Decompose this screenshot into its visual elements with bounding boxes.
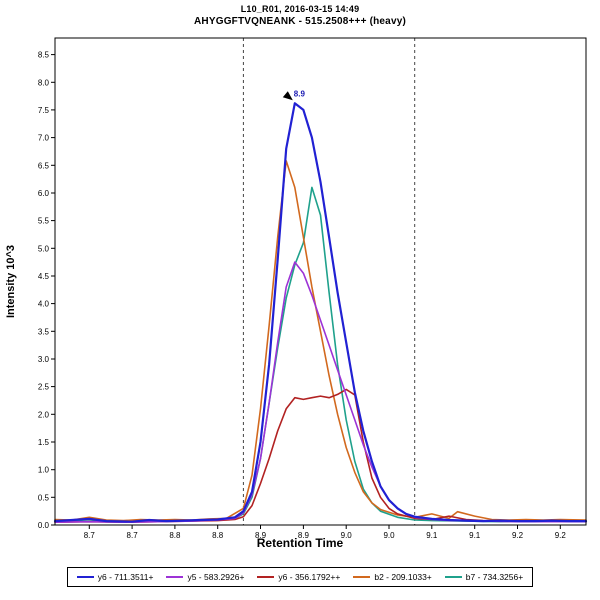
legend-swatch-icon	[166, 576, 184, 578]
svg-text:9.0: 9.0	[383, 531, 395, 540]
svg-text:8.7: 8.7	[84, 531, 96, 540]
svg-text:2.5: 2.5	[38, 383, 50, 392]
svg-text:7.0: 7.0	[38, 134, 50, 143]
legend-item-b2-209[interactable]: b2 - 209.1033+	[353, 572, 432, 582]
svg-text:2.0: 2.0	[38, 410, 50, 419]
x-axis-title: Retention Time	[256, 536, 344, 550]
legend-item-b7-734[interactable]: b7 - 734.3256+	[444, 572, 524, 582]
svg-text:8.5: 8.5	[38, 51, 50, 60]
series-y6-356[interactable]	[54, 388, 587, 523]
svg-text:8.0: 8.0	[38, 78, 50, 87]
legend-item-y5-583[interactable]: y5 - 583.2926+	[166, 572, 244, 582]
svg-text:6.5: 6.5	[38, 161, 50, 170]
svg-text:8.7: 8.7	[127, 531, 139, 540]
legend-row: y6 - 711.3511+ y5 - 583.2926+ y6 - 356.179…	[0, 565, 600, 587]
svg-text:9.1: 9.1	[469, 531, 481, 540]
legend-label: b2 - 209.1033+	[374, 572, 432, 582]
legend-swatch-icon	[353, 576, 371, 578]
plot-frame	[54, 37, 587, 526]
svg-text:8.9: 8.9	[298, 531, 310, 540]
legend-label: y6 - 356.1792++	[278, 572, 341, 582]
svg-text:9.1: 9.1	[426, 531, 438, 540]
x-axis-ticks: 8.7 8.7 8.8 8.8 8.9 8.9 9.0 9.0 9.1 9.1 9.2 9.2	[84, 525, 567, 540]
run-title: L10_R01, 2016-03-15 14:49	[240, 4, 360, 14]
chromatogram-plot[interactable]: 8.7 8.7 8.8 8.8 8.9 8.9 9.0 9.0 9.1 9.1 9.2 9.20.00…	[0, 30, 600, 542]
y-axis-title: Intensity 10^3	[5, 245, 17, 318]
svg-text:5.0: 5.0	[38, 244, 50, 253]
legend-swatch-icon	[257, 576, 275, 578]
svg-text:0.5: 0.5	[38, 493, 50, 502]
legend-label: b7 - 734.3256+	[465, 572, 524, 582]
svg-text:9.2: 9.2	[512, 531, 524, 540]
svg-text:8.8: 8.8	[212, 531, 224, 540]
chart-header: L10_R01, 2016-03-15 14:49 AHYGGFTVQNEANK…	[0, 4, 600, 27]
svg-text:1.5: 1.5	[38, 438, 50, 447]
svg-text:8.9: 8.9	[255, 531, 267, 540]
svg-text:4.5: 4.5	[38, 272, 50, 281]
svg-text:8.8: 8.8	[169, 531, 181, 540]
peak-rt-label: 8.9	[294, 89, 306, 98]
legend-item-y6-711[interactable]: y6 - 711.3511+	[76, 572, 154, 582]
svg-text:1.0: 1.0	[38, 466, 50, 475]
y-axis-ticks: 0.0 0.5 1.0 1.5 2.0 2.5 3.0 3.5 4.0 4.5 5.0 5.5 6.0 6…	[38, 51, 55, 530]
svg-text:9.0: 9.0	[341, 531, 353, 540]
series-y6-711[interactable]	[53, 102, 588, 523]
legend-swatch-icon	[444, 576, 462, 578]
legend-label: y6 - 711.3511+	[97, 572, 154, 582]
svg-text:5.5: 5.5	[38, 217, 50, 226]
svg-text:7.5: 7.5	[38, 106, 50, 115]
peak-arrow-icon	[282, 91, 293, 101]
peptide-title: AHYGGFTVQNEANK - 515.2508+++ (heavy)	[194, 16, 406, 27]
legend-swatch-icon	[76, 576, 94, 578]
legend-label: y5 - 583.2926+	[187, 572, 245, 582]
svg-text:3.5: 3.5	[38, 327, 50, 336]
svg-text:0.0: 0.0	[38, 521, 50, 530]
svg-text:3.0: 3.0	[38, 355, 50, 364]
svg-text:9.2: 9.2	[555, 531, 567, 540]
legend-box: y6 - 711.3511+ y5 - 583.2926+ y6 - 356.179…	[66, 567, 534, 587]
svg-text:6.0: 6.0	[38, 189, 50, 198]
svg-text:4.0: 4.0	[38, 300, 50, 309]
legend-item-y6-356[interactable]: y6 - 356.1792++	[257, 572, 340, 582]
